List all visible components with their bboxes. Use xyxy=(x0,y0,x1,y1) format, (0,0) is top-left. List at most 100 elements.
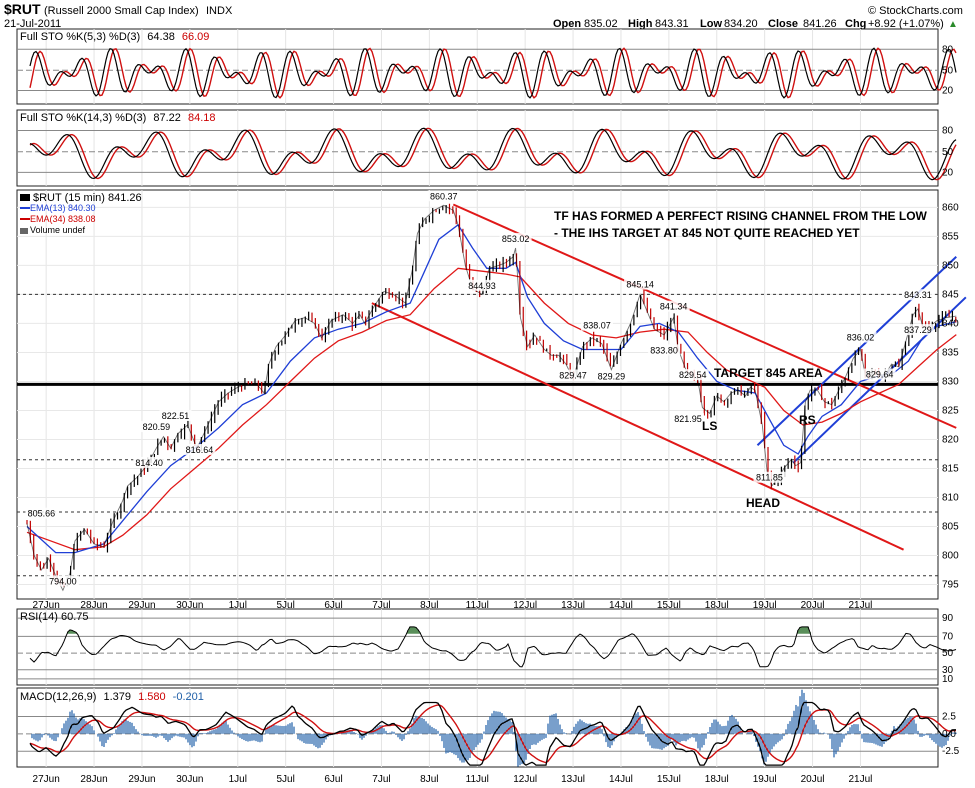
ema13-line xyxy=(26,223,957,554)
price-label-bg xyxy=(753,471,786,483)
ema34-swatch xyxy=(20,218,30,220)
x-tick-label-bottom: 7Jul xyxy=(372,774,390,785)
price-label-bg xyxy=(183,443,216,455)
x-tick-label-bottom: 15Jul xyxy=(657,774,681,785)
annotation-line-2: - THE IHS TARGET AT 845 NOT QUITE REACHE… xyxy=(554,226,860,240)
x-tick-label: 20Jul xyxy=(801,600,825,611)
y-tick-label: 830 xyxy=(942,376,959,387)
ohlc-bar: Open 835.02 High 843.31 Low 834.20 Close… xyxy=(553,18,944,30)
low-value: 834.20 xyxy=(724,18,758,30)
sto1-level-label: 50 xyxy=(942,65,954,76)
y-tick-label: 820 xyxy=(942,434,959,445)
price-label: 820.59 xyxy=(143,422,171,432)
price-label: 841.34 xyxy=(660,302,688,312)
x-tick-label: 14Jul xyxy=(609,600,633,611)
price-label-bg xyxy=(844,331,877,343)
price-label: 843.31 xyxy=(904,290,932,300)
macd-legend: MACD(12,26,9) 1.379 1.580 -0.201 xyxy=(20,691,204,703)
x-tick-label: 12Jul xyxy=(513,600,537,611)
y-tick-label: 835 xyxy=(942,347,959,358)
macd-value-2: 1.580 xyxy=(138,691,166,703)
x-tick-label-bottom: 28Jun xyxy=(80,774,107,785)
price-label-bg xyxy=(499,232,532,244)
chart-name: (Russell 2000 Small Cap Index) xyxy=(44,5,199,17)
annotation-head: HEAD xyxy=(746,496,780,510)
open-value: 835.02 xyxy=(584,18,618,30)
price-label: 805.66 xyxy=(28,509,56,519)
sto2-legend-prefix: Full STO %K(14,3) %D(3) xyxy=(20,112,146,124)
x-tick-label: 18Jul xyxy=(705,600,729,611)
x-tick-label: 15Jul xyxy=(657,600,681,611)
x-tick-label: 27Jun xyxy=(33,600,60,611)
close-value: 841.26 xyxy=(803,18,837,30)
ema13-swatch xyxy=(20,207,30,209)
open-label: Open xyxy=(553,18,581,30)
annotation-target: TARGET 845 AREA xyxy=(714,366,823,380)
sto2-level-label: 20 xyxy=(942,167,954,178)
x-tick-label-bottom: 14Jul xyxy=(609,774,633,785)
x-tick-label-bottom: 11Jul xyxy=(466,774,489,785)
chg-up-arrow-icon: ▲ xyxy=(948,19,958,30)
rsi-level-label: 90 xyxy=(942,613,954,624)
sto2-k-value: 87.22 xyxy=(153,112,181,124)
x-tick-label: 7Jul xyxy=(372,600,390,611)
volume-legend: Volume undef xyxy=(30,225,86,235)
close-label: Close xyxy=(768,18,798,30)
sto1-level-label: 80 xyxy=(942,44,954,55)
x-tick-label: 8Jul xyxy=(420,600,438,611)
price-label: 821.95 xyxy=(674,414,702,424)
price-label-bg xyxy=(672,413,705,425)
x-tick-label-bottom: 21Jul xyxy=(849,774,873,785)
x-tick-label: 5Jul xyxy=(276,600,294,611)
y-tick-label: 850 xyxy=(942,260,959,271)
rsi-level-label: 30 xyxy=(942,665,954,676)
y-tick-label: 805 xyxy=(942,521,959,532)
macd-prefix: MACD(12,26,9) xyxy=(20,691,96,703)
price-label-bg xyxy=(863,368,896,380)
sto2-level-label: 80 xyxy=(942,126,954,137)
red-channel-line xyxy=(371,302,904,551)
price-label: 836.02 xyxy=(847,333,875,343)
price-label: 814.40 xyxy=(135,458,163,468)
price-label-bg xyxy=(624,278,657,290)
y-tick-label: 815 xyxy=(942,463,959,474)
annotation-line-1: TF HAS FORMED A PERFECT RISING CHANNEL F… xyxy=(554,209,928,223)
price-label: 816.64 xyxy=(186,445,214,455)
x-tick-label: 28Jun xyxy=(80,600,107,611)
x-tick-label: 13Jul xyxy=(561,600,585,611)
rsi-level-label: 10 xyxy=(942,674,954,685)
y-tick-label: 845 xyxy=(942,289,959,300)
rsi-line xyxy=(29,626,957,668)
blue-channel-line xyxy=(792,296,967,464)
x-tick-label-bottom: 30Jun xyxy=(176,774,203,785)
indicator-layer xyxy=(29,47,957,767)
x-tick-label-bottom: 5Jul xyxy=(276,774,294,785)
label-layer: 27Jun 27Jun 28Jun 28Jun 29Jun 29Jun 30Jun 30Jun… xyxy=(25,44,960,785)
price-label: 829.64 xyxy=(866,370,894,380)
volume-swatch xyxy=(20,228,28,234)
x-tick-label-bottom: 8Jul xyxy=(420,774,438,785)
price-label-bg xyxy=(557,369,590,381)
macd-level-label: -2.5 xyxy=(942,746,960,757)
y-tick-label: 840 xyxy=(942,318,959,329)
price-label: 833.80 xyxy=(650,345,678,355)
price-label: 838.07 xyxy=(583,321,611,331)
price-label-bg xyxy=(581,319,614,331)
price-label-bg xyxy=(901,289,934,301)
rsi-level-label: 50 xyxy=(942,648,954,659)
macd-value-3: -0.201 xyxy=(173,691,204,703)
x-tick-label: 19Jul xyxy=(753,600,777,611)
x-tick-label: 29Jun xyxy=(128,600,155,611)
annotation-rs: RS xyxy=(799,413,816,427)
price-label: 844.93 xyxy=(468,281,496,291)
sto2-legend: Full STO %K(14,3) %D(3) 87.22 84.18 xyxy=(20,112,216,124)
price-label-bg xyxy=(466,279,499,291)
x-tick-label-bottom: 13Jul xyxy=(561,774,585,785)
price-label: 811.85 xyxy=(756,473,783,483)
sto2-d-value: 84.18 xyxy=(188,112,216,124)
price-label-bg xyxy=(25,507,58,519)
y-tick-label: 860 xyxy=(942,202,959,213)
price-label-bg xyxy=(133,456,166,468)
y-tick-label: 855 xyxy=(942,231,959,242)
